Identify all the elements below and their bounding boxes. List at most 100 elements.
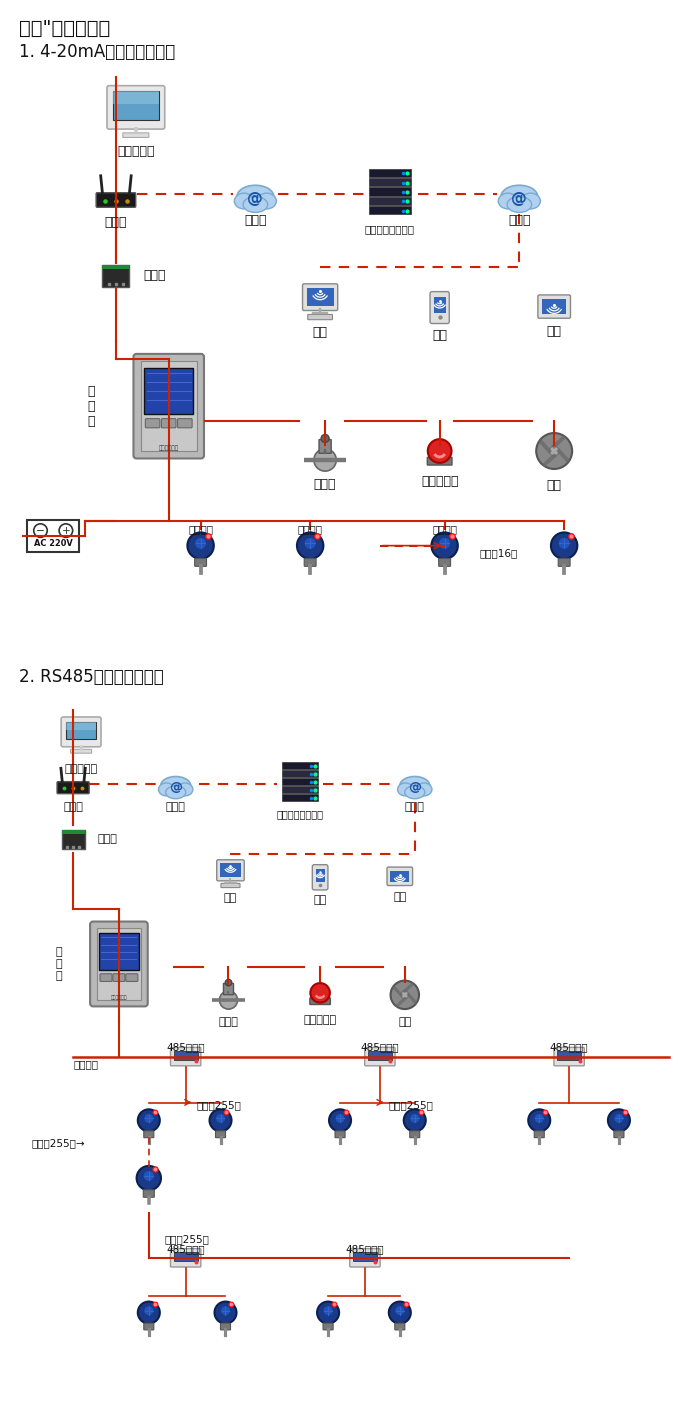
FancyBboxPatch shape <box>410 1131 420 1138</box>
Circle shape <box>614 1113 624 1124</box>
FancyBboxPatch shape <box>174 1051 197 1059</box>
Circle shape <box>144 1113 154 1124</box>
Circle shape <box>550 446 559 456</box>
Text: 信号输出: 信号输出 <box>432 523 457 533</box>
FancyBboxPatch shape <box>223 983 234 995</box>
FancyBboxPatch shape <box>113 974 125 982</box>
FancyBboxPatch shape <box>353 1252 377 1261</box>
Text: 大众"系列报警器: 大众"系列报警器 <box>20 18 111 38</box>
FancyBboxPatch shape <box>99 933 139 971</box>
Circle shape <box>389 1301 411 1324</box>
Text: 485中继器: 485中继器 <box>167 1043 205 1052</box>
FancyBboxPatch shape <box>96 193 136 207</box>
Text: 信号输出: 信号输出 <box>298 523 323 533</box>
Circle shape <box>391 981 419 1009</box>
FancyBboxPatch shape <box>368 1051 392 1059</box>
Text: 电脑: 电脑 <box>224 893 237 903</box>
FancyBboxPatch shape <box>220 864 241 877</box>
FancyBboxPatch shape <box>126 974 138 982</box>
Text: 声光报警器: 声光报警器 <box>304 1014 337 1024</box>
Text: 报警控制主机: 报警控制主机 <box>159 446 178 452</box>
Text: 风机: 风机 <box>398 1017 412 1027</box>
FancyBboxPatch shape <box>387 867 412 885</box>
Circle shape <box>138 1301 160 1324</box>
Text: 通
讯
线: 通 讯 线 <box>88 384 94 428</box>
FancyBboxPatch shape <box>144 367 193 414</box>
Text: 可连接255台: 可连接255台 <box>389 1100 434 1110</box>
FancyBboxPatch shape <box>282 763 318 770</box>
Text: 电磁阀: 电磁阀 <box>314 478 336 491</box>
FancyBboxPatch shape <box>282 787 318 792</box>
FancyBboxPatch shape <box>312 865 328 891</box>
FancyBboxPatch shape <box>542 298 566 314</box>
FancyBboxPatch shape <box>195 559 206 567</box>
FancyBboxPatch shape <box>66 722 96 739</box>
Circle shape <box>534 1113 545 1124</box>
Text: 路由器: 路由器 <box>105 215 127 229</box>
FancyBboxPatch shape <box>307 288 334 305</box>
FancyBboxPatch shape <box>365 1047 395 1067</box>
Circle shape <box>143 1171 155 1182</box>
FancyBboxPatch shape <box>395 1323 405 1330</box>
FancyBboxPatch shape <box>107 86 164 129</box>
Circle shape <box>551 532 577 559</box>
FancyBboxPatch shape <box>302 284 337 311</box>
FancyBboxPatch shape <box>144 1323 154 1330</box>
FancyBboxPatch shape <box>614 1131 624 1138</box>
Text: 手机: 手机 <box>314 895 327 905</box>
FancyBboxPatch shape <box>369 187 411 196</box>
FancyBboxPatch shape <box>554 1047 584 1067</box>
Circle shape <box>608 1109 630 1131</box>
Circle shape <box>317 1301 339 1324</box>
Text: 互联网: 互联网 <box>508 214 531 227</box>
Circle shape <box>536 433 572 469</box>
FancyBboxPatch shape <box>282 778 318 785</box>
Circle shape <box>216 1113 225 1124</box>
Ellipse shape <box>177 782 193 796</box>
Circle shape <box>310 983 330 1003</box>
Circle shape <box>404 1109 426 1131</box>
Circle shape <box>431 532 458 559</box>
FancyBboxPatch shape <box>282 794 318 801</box>
Text: 单机版电脑: 单机版电脑 <box>117 145 155 158</box>
Text: −: − <box>36 526 45 536</box>
Ellipse shape <box>166 787 186 799</box>
FancyBboxPatch shape <box>144 1190 154 1197</box>
FancyBboxPatch shape <box>146 419 160 428</box>
FancyBboxPatch shape <box>113 91 159 104</box>
FancyBboxPatch shape <box>323 1323 333 1330</box>
Circle shape <box>401 991 409 999</box>
Ellipse shape <box>257 193 276 208</box>
Text: 可连接16个: 可连接16个 <box>480 549 518 559</box>
Text: 485中继器: 485中继器 <box>550 1043 589 1052</box>
Text: AC 220V: AC 220V <box>34 539 73 547</box>
Text: 485中继器: 485中继器 <box>346 1244 384 1254</box>
Text: 转换器: 转换器 <box>97 834 117 844</box>
Circle shape <box>225 979 232 986</box>
FancyBboxPatch shape <box>369 197 411 205</box>
Circle shape <box>528 1109 550 1131</box>
Circle shape <box>314 449 336 471</box>
Circle shape <box>59 523 73 537</box>
Text: 互联网: 互联网 <box>244 214 267 227</box>
Text: @: @ <box>169 781 182 794</box>
Text: 安帮尔网络服务器: 安帮尔网络服务器 <box>365 224 415 234</box>
Text: 转换器: 转换器 <box>144 269 167 283</box>
FancyBboxPatch shape <box>90 922 148 1006</box>
Circle shape <box>428 439 452 463</box>
FancyBboxPatch shape <box>369 169 411 177</box>
Circle shape <box>323 1306 333 1316</box>
FancyBboxPatch shape <box>350 1248 380 1268</box>
FancyBboxPatch shape <box>162 419 176 428</box>
FancyBboxPatch shape <box>100 974 112 982</box>
Circle shape <box>136 1166 161 1190</box>
FancyBboxPatch shape <box>316 870 325 882</box>
Ellipse shape <box>507 197 531 212</box>
FancyBboxPatch shape <box>538 295 570 318</box>
FancyBboxPatch shape <box>434 297 446 314</box>
Ellipse shape <box>405 787 425 799</box>
Circle shape <box>144 1306 154 1316</box>
FancyBboxPatch shape <box>178 419 192 428</box>
Text: 单机版电脑: 单机版电脑 <box>64 764 97 774</box>
Ellipse shape <box>158 782 174 796</box>
